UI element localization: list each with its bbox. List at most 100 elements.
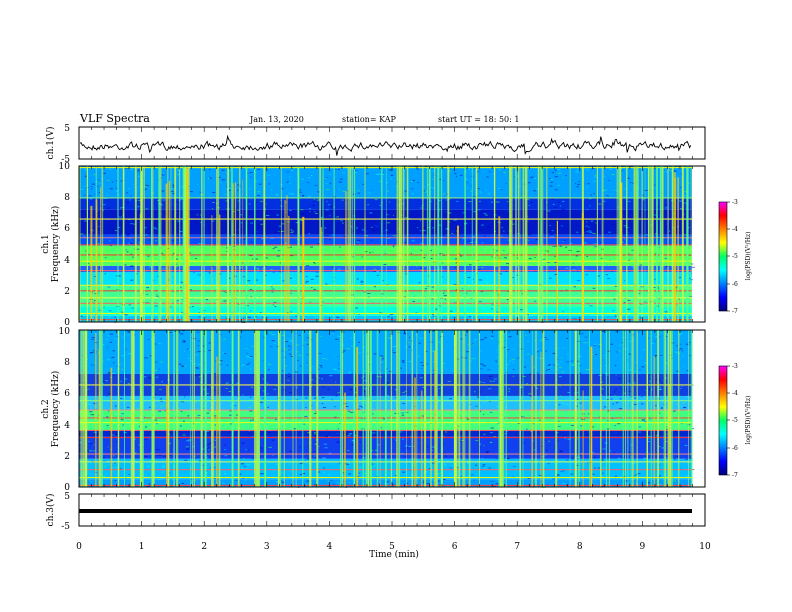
spectrogram-speckle: [261, 268, 264, 270]
spectrogram-speckle: [269, 309, 272, 311]
spectrogram-speckle: [98, 267, 101, 268]
spectrogram-speckle: [507, 201, 509, 203]
spectrogram-speckle: [592, 232, 596, 234]
spectrogram-speckle: [601, 392, 604, 394]
spectrogram-speckle: [173, 330, 177, 332]
spectrogram-speckle: [219, 412, 222, 414]
spectrogram-speckle: [335, 263, 338, 265]
spectrogram-speckle: [118, 435, 121, 437]
spectrogram-speckle: [139, 171, 141, 173]
spectrogram-speckle: [298, 354, 302, 356]
spectrogram-speckle: [170, 190, 174, 192]
spectrogram-speckle: [331, 234, 334, 236]
spectrogram-speckle: [154, 305, 158, 307]
spectrogram-speckle: [468, 281, 471, 283]
spectrogram-speckle: [194, 460, 198, 462]
spectrogram-speckle: [292, 279, 296, 281]
spectrogram-speckle: [267, 403, 271, 405]
spectrogram-speckle: [84, 220, 87, 222]
spectrogram-speckle: [470, 474, 474, 476]
spectrogram-speckle: [547, 368, 550, 370]
ch2-ytick-6: 6: [64, 389, 70, 399]
spectrogram-speckle: [557, 184, 561, 186]
spectrogram-speckle: [322, 471, 325, 473]
spectrogram-speckle: [237, 189, 239, 191]
spectrogram-speckle: [408, 360, 413, 362]
spectrogram-speckle: [293, 428, 297, 430]
spectrogram-speckle: [342, 301, 344, 303]
spectrogram-speckle: [282, 280, 286, 282]
spectrogram-speckle: [574, 272, 577, 274]
spectrogram-speckle: [506, 263, 510, 265]
spectrogram-speckle: [198, 278, 202, 280]
spectrogram-speckle: [359, 441, 362, 443]
spectrogram-speckle: [604, 175, 606, 177]
spectrogram-speckle: [242, 458, 245, 460]
spectrogram-speckle: [515, 175, 519, 177]
spectrogram-speckle: [103, 233, 106, 235]
spectrogram-speckle: [443, 464, 447, 466]
spectrogram-speckle: [623, 302, 626, 303]
spectrogram-speckle: [421, 245, 423, 247]
spectrogram-speckle: [305, 407, 308, 408]
spectrogram-speckle: [168, 264, 170, 266]
spectrogram-speckle: [404, 431, 406, 433]
spectrogram-speckle: [402, 359, 405, 361]
spectrogram-speckle: [561, 371, 565, 373]
spectrogram-speckle: [153, 343, 158, 345]
spectrogram-speckle: [114, 316, 116, 318]
spectrogram-speckle: [658, 446, 661, 447]
spectrogram-speckle: [465, 415, 467, 417]
spectrogram-speckle: [481, 267, 484, 269]
spectrogram-speckle: [120, 398, 123, 400]
spectrogram-speckle: [595, 467, 598, 469]
spectrogram-speckle: [480, 350, 483, 352]
spectrogram-speckle: [379, 312, 383, 314]
spectrogram-speckle: [249, 172, 253, 173]
spectrogram-speckle: [213, 390, 216, 392]
spectrogram-speckle: [436, 400, 440, 402]
spectrogram-speckle: [236, 382, 240, 384]
spectrogram-speckle: [570, 360, 574, 362]
spectrogram-speckle: [481, 242, 484, 244]
spectrogram-speckle: [137, 175, 140, 177]
spectrogram-speckle: [244, 479, 247, 481]
spectrogram-speckle: [394, 180, 396, 182]
spectrogram-speckle: [403, 190, 408, 192]
spectrogram-speckle: [657, 318, 661, 320]
spectrogram-speckle: [488, 171, 492, 173]
spectrogram-speckle: [161, 174, 165, 176]
spectrogram-speckle: [654, 233, 657, 235]
spectrogram-speckle: [285, 341, 288, 343]
spectrogram-speckle: [145, 208, 149, 210]
spectrogram-speckle: [478, 279, 483, 281]
spectrogram-speckle: [119, 177, 122, 179]
spectrogram-speckle: [212, 235, 216, 237]
spectrogram-speckle: [676, 352, 679, 354]
spectrogram-speckle: [613, 415, 615, 417]
spectrogram-speckle: [655, 336, 659, 338]
spectrogram-speckle: [107, 446, 109, 448]
spectrogram-speckle: [317, 471, 321, 473]
spectrogram-speckle: [482, 170, 485, 172]
spectrogram-speckle: [615, 355, 617, 357]
spectrogram-speckle: [103, 172, 107, 174]
spectrogram-speckle: [310, 308, 313, 310]
spectrogram-speckle: [269, 332, 272, 334]
spectrogram-speckle: [655, 473, 658, 475]
spectrogram-speckle: [255, 258, 259, 260]
spectrogram-speckle: [109, 188, 113, 190]
spectrogram-speckle: [560, 205, 562, 207]
spectrogram-speckle: [81, 188, 84, 190]
spectrogram-speckle: [224, 311, 226, 313]
spectrogram-speckle: [223, 300, 227, 302]
spectrogram-speckle: [361, 229, 365, 231]
spectrogram-speckle: [659, 247, 661, 249]
spectrogram-speckle: [545, 449, 548, 451]
spectrogram-speckle: [512, 412, 516, 414]
spectrogram-speckle: [291, 193, 295, 195]
spectrogram-speckle: [136, 427, 139, 429]
spectrogram-speckle: [289, 470, 293, 472]
spectrogram-speckle: [181, 366, 184, 367]
spectrogram-speckle: [278, 229, 280, 231]
